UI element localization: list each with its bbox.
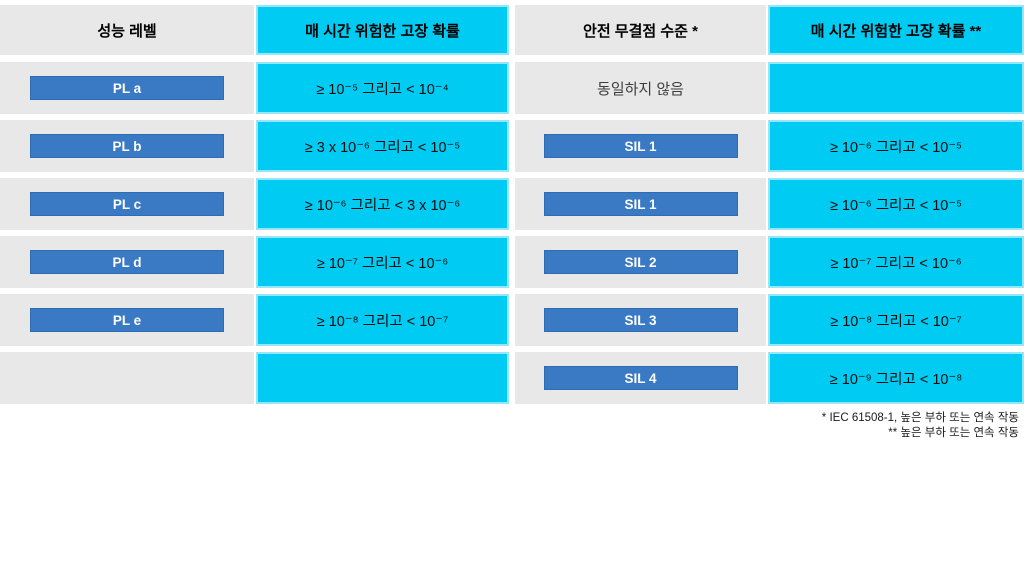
sil-cell: 동일하지 않음 bbox=[515, 62, 766, 114]
footnote-line-2: ** 높은 부하 또는 연속 작동 bbox=[888, 426, 1019, 439]
table-row-sil-4: SIL 4 ≥ 10⁻⁹ 그리고 < 10⁻⁸ bbox=[0, 352, 1024, 404]
table-header-row: 성능 레벨 매 시간 위험한 고장 확률 안전 무결점 수준 * 매 시간 위험… bbox=[0, 5, 1024, 55]
sil-cell: SIL 1 bbox=[515, 120, 766, 172]
table-row-pl-c: PL c ≥ 10⁻⁶ 그리고 < 3 x 10⁻⁶ SIL 1 ≥ 10⁻⁶ … bbox=[0, 178, 1024, 230]
sil-probability-cell: ≥ 10⁻⁸ 그리고 < 10⁻⁷ bbox=[768, 294, 1024, 346]
pl-b-badge: PL b bbox=[30, 134, 224, 158]
sil-cell: SIL 2 bbox=[515, 236, 766, 288]
not-equivalent-label: 동일하지 않음 bbox=[597, 80, 684, 98]
col-header-pl-failure-probability: 매 시간 위험한 고장 확률 bbox=[256, 5, 509, 55]
sil-cell: SIL 1 bbox=[515, 178, 766, 230]
col-header-sil-failure-probability: 매 시간 위험한 고장 확률 ** bbox=[768, 5, 1024, 55]
table-row-pl-e: PL e ≥ 10⁻⁸ 그리고 < 10⁻⁷ SIL 3 ≥ 10⁻⁸ 그리고 … bbox=[0, 294, 1024, 346]
sil-probability-cell: ≥ 10⁻⁹ 그리고 < 10⁻⁸ bbox=[768, 352, 1024, 404]
sil-4-badge: SIL 4 bbox=[543, 366, 738, 390]
pl-cell: PL d bbox=[0, 236, 254, 288]
pl-e-badge: PL e bbox=[30, 308, 224, 332]
sil-2-badge: SIL 2 bbox=[543, 250, 738, 274]
col-header-performance-level: 성능 레벨 bbox=[0, 5, 254, 55]
table-row-pl-d: PL d ≥ 10⁻⁷ 그리고 < 10⁻⁶ SIL 2 ≥ 10⁻⁷ 그리고 … bbox=[0, 236, 1024, 288]
sil-cell: SIL 3 bbox=[515, 294, 766, 346]
col-header-sil: 안전 무결점 수준 * bbox=[515, 5, 766, 55]
pl-a-badge: PL a bbox=[30, 76, 224, 100]
pl-probability-cell-empty bbox=[256, 352, 509, 404]
pl-sil-comparison-table: 성능 레벨 매 시간 위험한 고장 확률 안전 무결점 수준 * 매 시간 위험… bbox=[0, 5, 1024, 404]
footnote-line-1: * IEC 61508-1, 높은 부하 또는 연속 작동 bbox=[821, 412, 1019, 424]
pl-cell: PL e bbox=[0, 294, 254, 346]
sil-1-badge: SIL 1 bbox=[543, 192, 738, 216]
pl-probability-cell: ≥ 10⁻⁸ 그리고 < 10⁻⁷ bbox=[256, 294, 509, 346]
pl-probability-cell: ≥ 10⁻⁷ 그리고 < 10⁻⁶ bbox=[256, 236, 509, 288]
sil-probability-cell-empty bbox=[768, 62, 1024, 114]
sil-probability-cell: ≥ 10⁻⁶ 그리고 < 10⁻⁵ bbox=[768, 120, 1024, 172]
pl-cell: PL a bbox=[0, 62, 254, 114]
table-row-pl-a: PL a ≥ 10⁻⁵ 그리고 < 10⁻⁴ 동일하지 않음 bbox=[0, 62, 1024, 114]
table-row-pl-b: PL b ≥ 3 x 10⁻⁶ 그리고 < 10⁻⁵ SIL 1 ≥ 10⁻⁶ … bbox=[0, 120, 1024, 172]
col-header-label: 성능 레벨 bbox=[97, 22, 157, 40]
sil-probability-cell: ≥ 10⁻⁶ 그리고 < 10⁻⁵ bbox=[768, 178, 1024, 230]
col-header-label: 안전 무결점 수준 * bbox=[583, 22, 698, 40]
pl-cell-empty bbox=[0, 352, 254, 404]
pl-cell: PL b bbox=[0, 120, 254, 172]
col-header-label: 매 시간 위험한 고장 확률 ** bbox=[810, 22, 982, 40]
sil-3-badge: SIL 3 bbox=[543, 308, 738, 332]
sil-probability-cell: ≥ 10⁻⁷ 그리고 < 10⁻⁶ bbox=[768, 236, 1024, 288]
pl-c-badge: PL c bbox=[30, 192, 224, 216]
sil-cell: SIL 4 bbox=[515, 352, 766, 404]
sil-1-badge: SIL 1 bbox=[543, 134, 738, 158]
pl-probability-cell: ≥ 10⁻⁵ 그리고 < 10⁻⁴ bbox=[256, 62, 509, 114]
col-header-label: 매 시간 위험한 고장 확률 bbox=[305, 22, 460, 40]
pl-d-badge: PL d bbox=[30, 250, 224, 274]
pl-probability-cell: ≥ 3 x 10⁻⁶ 그리고 < 10⁻⁵ bbox=[256, 120, 509, 172]
pl-cell: PL c bbox=[0, 178, 254, 230]
pl-probability-cell: ≥ 10⁻⁶ 그리고 < 3 x 10⁻⁶ bbox=[256, 178, 509, 230]
footnotes: * IEC 61508-1, 높은 부하 또는 연속 작동 ** 높은 부하 또… bbox=[0, 411, 1024, 441]
